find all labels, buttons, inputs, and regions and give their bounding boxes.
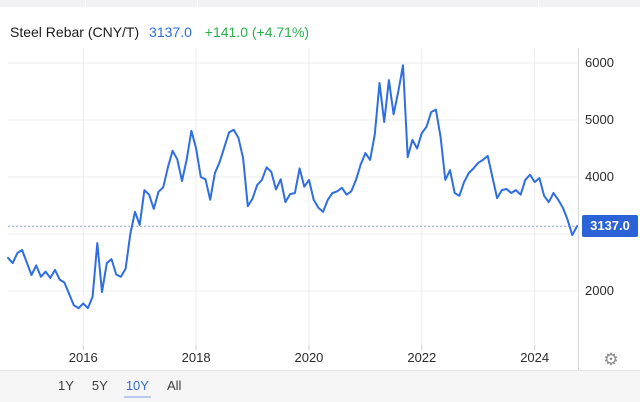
range-toolbar: 1Y 5Y 10Y All (0, 370, 640, 402)
y-axis-label: 6000 (585, 55, 614, 70)
top-strip-divider (85, 0, 86, 7)
settings-gear-icon[interactable]: ⚙︎ (603, 350, 619, 369)
price-change: +141.0 (+4.71%) (204, 24, 310, 40)
x-axis-label: 2024 (520, 350, 550, 365)
current-price-badge: 3137.0 (582, 215, 638, 238)
y-axis-label: 2000 (585, 283, 614, 298)
series-line (7, 64, 578, 310)
x-axis-label: 2022 (407, 350, 437, 365)
top-strip-divider (197, 0, 198, 7)
x-axis-label: 2020 (294, 350, 324, 365)
range-button-5y[interactable]: 5Y (91, 378, 108, 393)
chart-header: Steel Rebar (CNY/T) 3137.0 +141.0 (+4.71… (10, 21, 309, 43)
range-buttons: 1Y 5Y 10Y All (56, 376, 197, 400)
top-strip-divider (538, 0, 539, 7)
range-button-10y[interactable]: 10Y (123, 376, 151, 398)
range-button-all[interactable]: All (166, 378, 182, 393)
gridlines (8, 48, 579, 345)
instrument-title: Steel Rebar (CNY/T) (10, 24, 140, 40)
x-axis-label: 2016 (68, 350, 98, 365)
range-button-1y[interactable]: 1Y (58, 378, 74, 393)
y-axis-label: 4000 (585, 169, 614, 184)
x-axis-label: 2018 (181, 350, 211, 365)
y-axis-label: 5000 (585, 112, 614, 127)
axis-ticks (82, 345, 536, 350)
top-edge-strip (0, 0, 640, 7)
last-price: 3137.0 (149, 24, 192, 40)
